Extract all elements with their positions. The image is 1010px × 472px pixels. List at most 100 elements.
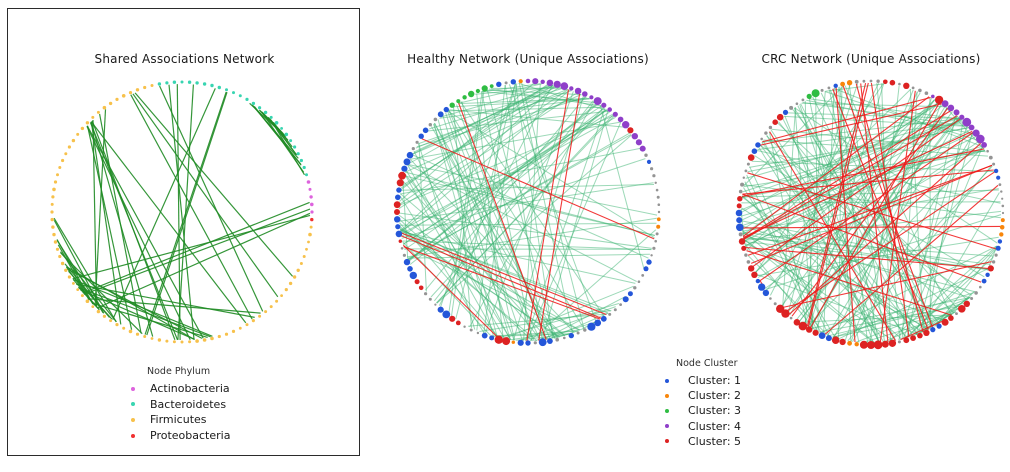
network-edge [529,229,657,342]
network-edge [741,195,903,340]
network-node [646,159,652,164]
network-node [398,171,406,180]
network-edge [415,86,558,149]
network-edge [132,93,279,298]
network-node [953,109,960,116]
network-node [934,95,944,105]
network-node [1000,190,1003,193]
network-edge [72,214,311,280]
network-node [217,334,221,339]
network-node [654,181,657,184]
network-healthy-unique [393,78,661,347]
network-node [532,78,539,85]
healthy-network-title: Healthy Network (Unique Associations) [407,52,649,66]
network-node [284,288,288,292]
network-edge [451,90,485,316]
network-node [1001,197,1004,200]
network-node [525,78,531,84]
network-node [801,98,805,102]
network-edge [745,246,989,270]
network-node [293,145,297,149]
network-edge [824,91,980,142]
network-edge [492,330,578,337]
legend-label: Actinobacteria [150,382,230,396]
network-edge [741,189,999,198]
network-node [411,147,415,151]
network-edge [401,158,646,239]
network-node [811,89,820,98]
network-node [992,162,996,166]
network-edge [447,110,655,239]
network-node [306,180,311,184]
network-node [533,341,537,345]
network-node [52,187,56,192]
network-node [510,79,516,85]
network-edge [915,192,1000,336]
network-node [195,339,199,343]
network-edge [409,109,607,265]
network-node [793,319,801,326]
network-edge [746,174,822,334]
network-node [999,232,1004,237]
network-edge [744,243,816,331]
network-node [613,308,617,312]
network-edge [448,109,585,329]
network-node [622,121,630,129]
network-edge [787,84,851,314]
network-node [456,99,461,104]
network-edge [766,135,881,343]
network-edge [484,91,574,334]
network-edge [744,241,989,270]
network-edge [461,101,516,341]
network-node [986,149,989,153]
network-node [812,329,819,336]
network-edge [407,132,631,261]
legend-label: Bacteroidetes [150,397,227,411]
network-node [755,278,761,284]
network-node [251,101,256,106]
phylum-legend: Node Phylum Actinobacteria Bacteroidetes… [128,366,230,443]
network-node [840,81,845,87]
network-node [496,81,502,88]
network-edge [403,245,580,331]
network-crc-unique [735,79,1005,350]
network-node [115,323,119,327]
network-edge [402,240,652,251]
network-edge [458,83,543,104]
network-node [502,337,511,346]
network-node [924,91,929,95]
network-node [751,271,758,278]
network-node [540,79,545,85]
network-node [188,340,192,344]
network-node [560,82,569,90]
network-node [258,314,262,318]
network-edge [523,83,541,341]
network-node [996,175,1001,180]
network-edge [272,122,293,148]
network-node [758,283,766,291]
network-node [917,332,923,339]
network-node [310,217,314,222]
network-node [308,232,312,237]
network-node [414,279,420,285]
network-edge [176,84,181,341]
network-node [747,154,755,161]
network-edge [740,145,983,217]
network-edge [400,231,636,284]
network-node [157,338,162,342]
network-node [195,81,199,85]
network-edge [828,302,965,337]
network-node [406,151,414,159]
network-node [746,162,750,166]
network-node [994,253,998,257]
network-node [888,339,897,347]
network-node [51,195,55,199]
network-edge [421,138,655,240]
network-node [394,216,401,223]
network-node [643,266,649,272]
network-node [443,106,449,113]
network-node [288,281,293,286]
network-edge [524,108,606,342]
network-node [958,305,966,313]
proteobacteria-marker-icon [131,433,135,438]
